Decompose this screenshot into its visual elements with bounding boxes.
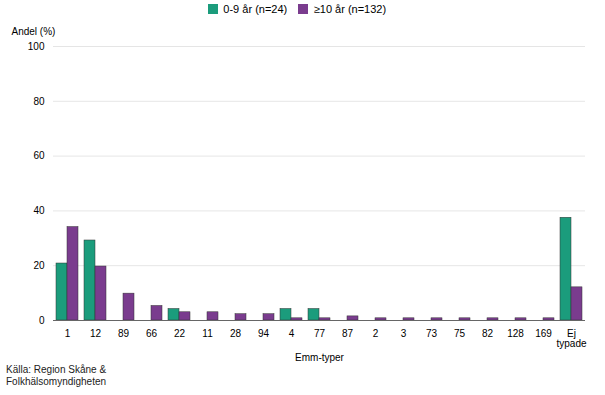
svg-text:73: 73 — [426, 328, 438, 339]
html-text:≥10 år (n=132): ≥10 år (n=132) — [313, 3, 387, 16]
svg-text:12: 12 — [90, 328, 102, 339]
svg-text:75: 75 — [454, 328, 466, 339]
svg-text:82: 82 — [482, 328, 494, 339]
svg-text:80: 80 — [33, 96, 45, 107]
svg-text:128: 128 — [507, 328, 524, 339]
svg-text:1: 1 — [65, 328, 71, 339]
svg-text:89: 89 — [118, 328, 130, 339]
svg-text:169: 169 — [535, 328, 552, 339]
svg-text:Andel (%): Andel (%) — [12, 26, 56, 37]
svg-text:94: 94 — [258, 328, 270, 339]
svg-text:100: 100 — [28, 41, 45, 52]
svg-text:Emm-typer: Emm-typer — [295, 352, 345, 363]
svg-text:22: 22 — [174, 328, 186, 339]
html-text:0-9 år (n=24): 0-9 år (n=24) — [223, 3, 288, 16]
svg-text:77: 77 — [314, 328, 326, 339]
svg-text:4: 4 — [289, 328, 295, 339]
svg-text:0: 0 — [39, 315, 45, 326]
svg-text:60: 60 — [33, 150, 45, 161]
html-text:Källa: Region Skåne & Folkhäls: Källa: Region Skåne & Folkhälsomyndighet… — [6, 364, 107, 387]
svg-text:66: 66 — [146, 328, 158, 339]
svg-text:2: 2 — [373, 328, 379, 339]
svg-text:20: 20 — [33, 260, 45, 271]
svg-text:11: 11 — [202, 328, 213, 339]
svg-text:Ejtypade: Ejtypade — [556, 328, 586, 349]
svg-text:87: 87 — [342, 328, 354, 339]
svg-text:40: 40 — [33, 205, 45, 216]
svg-text:28: 28 — [230, 328, 242, 339]
svg-text:3: 3 — [401, 328, 407, 339]
